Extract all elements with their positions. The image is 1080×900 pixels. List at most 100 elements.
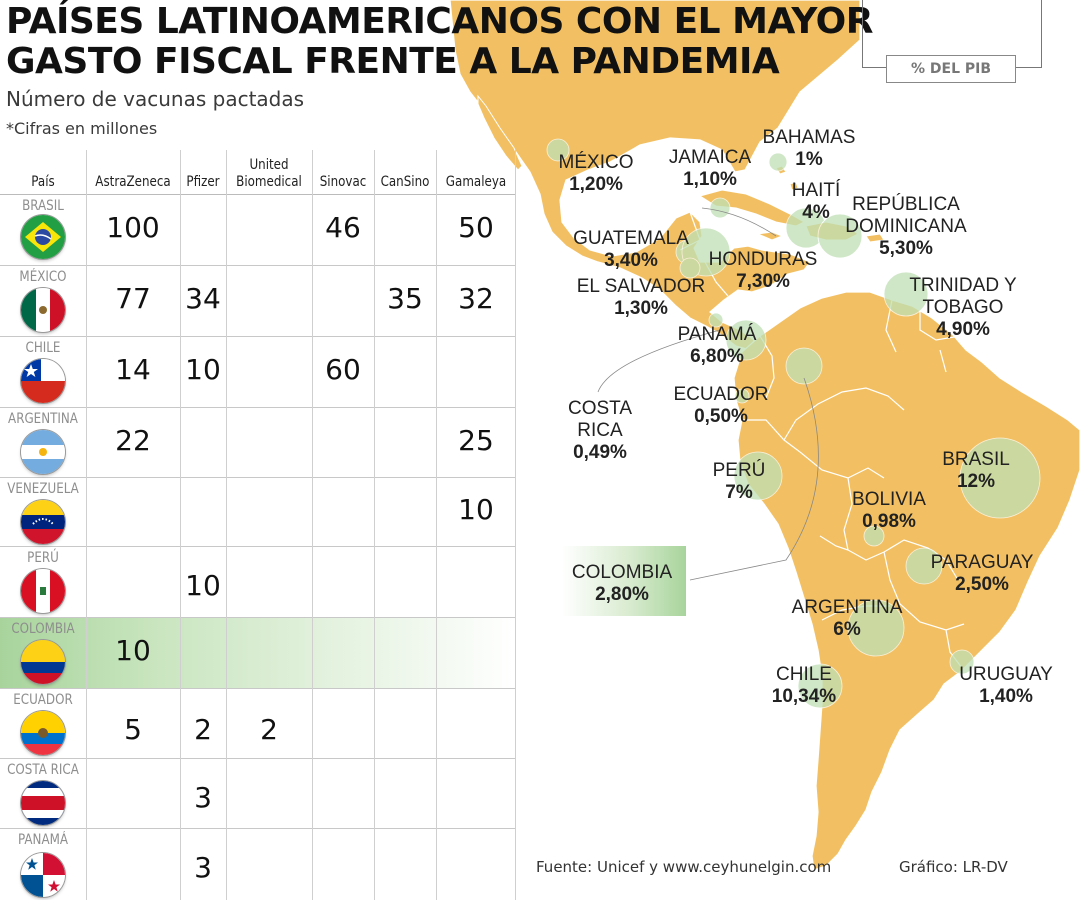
- column-divider: [180, 150, 181, 900]
- title-line-2: GASTO FISCAL FRENTE A LA PANDEMIA: [6, 41, 780, 82]
- subtitle: Número de vacunas pactadas: [6, 87, 305, 111]
- value-pfizer: 34: [185, 282, 221, 315]
- country-name: PERÚ: [27, 550, 59, 566]
- legend-label: % DEL PIB: [886, 55, 1016, 83]
- header-sinovac: Sinovac: [319, 174, 367, 190]
- venezuela-flag-icon: [21, 500, 65, 544]
- mexico-flag-icon: [21, 288, 65, 332]
- label-trinidad-tobago: TRINIDAD Y TOBAGO 4,90%: [909, 275, 1017, 340]
- value-astrazeneca: 5: [124, 713, 142, 746]
- north-america-shape: [449, 0, 861, 351]
- header-astrazeneca: AstraZeneca: [95, 174, 171, 190]
- brazil-flag-icon: [21, 215, 65, 259]
- value-sinovac: 46: [325, 211, 361, 244]
- country-name: MÉXICO: [19, 269, 67, 285]
- column-divider: [436, 150, 437, 900]
- label-republica-dominicana: REPÚBLICA DOMINICANA 5,30%: [845, 193, 967, 259]
- bubble-trinidad-tobago: [883, 271, 929, 317]
- label-guatemala: GUATEMALA 3,40%: [573, 228, 689, 271]
- header-pfizer: Pfizer: [186, 174, 220, 190]
- label-chile: CHILE 10,34%: [772, 664, 837, 707]
- header-cansino: CanSino: [380, 174, 430, 190]
- bubble-bahamas: [768, 152, 788, 172]
- country-name: ECUADOR: [13, 692, 73, 708]
- table-row: CHILE 14 10 60: [0, 337, 516, 408]
- label-bolivia: BOLIVIA 0,98%: [852, 489, 926, 532]
- bubble-argentina: [847, 599, 905, 657]
- value-sinovac: 60: [325, 353, 361, 386]
- column-divider: [312, 150, 313, 900]
- country-name: PANAMÁ: [17, 832, 69, 848]
- value-gamaleya: 32: [458, 282, 494, 315]
- colombia-highlight-box: [562, 546, 686, 616]
- column-divider: [226, 150, 227, 900]
- table-row: PANAMÁ 3: [0, 829, 516, 900]
- value-cansino: 35: [387, 282, 423, 315]
- label-argentina: ARGENTINA 6%: [792, 597, 903, 640]
- colombia-flag-icon: [21, 640, 65, 684]
- value-pfizer: 3: [194, 851, 212, 884]
- table-row: ARGENTINA 22 25: [0, 408, 516, 478]
- chile-flag-icon: [21, 359, 65, 403]
- value-pfizer: 3: [194, 781, 212, 814]
- country-name: CHILE: [25, 340, 61, 356]
- label-honduras: HONDURAS 7,30%: [709, 249, 818, 292]
- label-colombia: COLOMBIA 2,80%: [572, 562, 673, 605]
- value-astrazeneca: 100: [106, 211, 160, 244]
- column-divider: [86, 150, 87, 900]
- country-name: BRASIL: [22, 198, 64, 214]
- value-united-biomedical: 2: [260, 713, 278, 746]
- bubble-ecuador: [734, 388, 750, 404]
- bubble-republica-dominicana: [817, 213, 863, 259]
- header-ub-line-2: Biomedical: [236, 174, 302, 190]
- table-row: PERÚ 10: [0, 547, 516, 618]
- header-united-biomedical: United Biomedical: [232, 157, 305, 191]
- country-name: ARGENTINA: [8, 411, 78, 427]
- value-gamaleya: 50: [458, 211, 494, 244]
- label-uruguay: URUGUAY 1,40%: [959, 664, 1053, 707]
- bubble-bolivia: [863, 525, 885, 547]
- bubble-colombia: [785, 347, 823, 385]
- table-header-row: País AstraZeneca Pfizer United Biomedical…: [0, 150, 516, 195]
- value-gamaleya: 25: [458, 424, 494, 457]
- column-divider: [515, 150, 516, 900]
- gdp-bubbles: [546, 138, 1041, 709]
- value-astrazeneca: 10: [115, 634, 151, 667]
- country-name: COSTA RICA: [7, 762, 79, 778]
- label-peru: PERÚ 7%: [713, 459, 766, 503]
- bubble-costa-rica: [708, 312, 724, 328]
- value-gamaleya: 10: [458, 493, 494, 526]
- label-jamaica: JAMAICA 1,10%: [669, 147, 752, 190]
- bubble-el-salvador: [679, 257, 701, 279]
- graphic-credit: Gráfico: LR-DV: [899, 858, 1008, 876]
- table-row: BRASIL 100 46 50: [0, 195, 516, 266]
- bubble-chile: [797, 663, 843, 709]
- value-astrazeneca: 22: [115, 424, 151, 457]
- value-pfizer: 10: [185, 569, 221, 602]
- label-ecuador: ECUADOR 0,50%: [673, 384, 768, 427]
- label-haiti: HAITÍ 4%: [792, 180, 841, 223]
- country-borders: [679, 211, 965, 669]
- bubble-jamaica: [709, 197, 731, 219]
- country-name: COLOMBIA: [11, 621, 75, 637]
- value-astrazeneca: 77: [115, 282, 151, 315]
- baja-california-shape: [477, 94, 523, 171]
- title-line-1: PAÍSES LATINOAMERICANOS CON EL MAYOR: [6, 1, 874, 42]
- bubble-brasil: [959, 437, 1041, 519]
- value-pfizer: 2: [194, 713, 212, 746]
- table-row: MÉXICO 77 34 35 32: [0, 266, 516, 337]
- label-brasil: BRASIL 12%: [942, 449, 1010, 492]
- table-row: COSTA RICA 3: [0, 759, 516, 829]
- panama-flag-icon: [21, 853, 65, 897]
- value-pfizer: 10: [185, 353, 221, 386]
- costa-rica-flag-icon: [21, 781, 65, 825]
- label-paraguay: PARAGUAY 2,50%: [931, 552, 1034, 595]
- source-note: Fuente: Unicef y www.ceyhunelgin.com: [536, 858, 832, 876]
- argentina-flag-icon: [21, 430, 65, 474]
- map-labels: MÉXICO 1,20% JAMAICA 1,10% BAHAMAS 1% HAITÍ…: [559, 127, 1054, 707]
- bubble-uruguay: [949, 649, 975, 675]
- bubble-paraguay: [905, 547, 943, 585]
- vaccines-table: País AstraZeneca Pfizer United Biomedical…: [0, 150, 516, 900]
- puerto-rico-shape: [865, 233, 885, 243]
